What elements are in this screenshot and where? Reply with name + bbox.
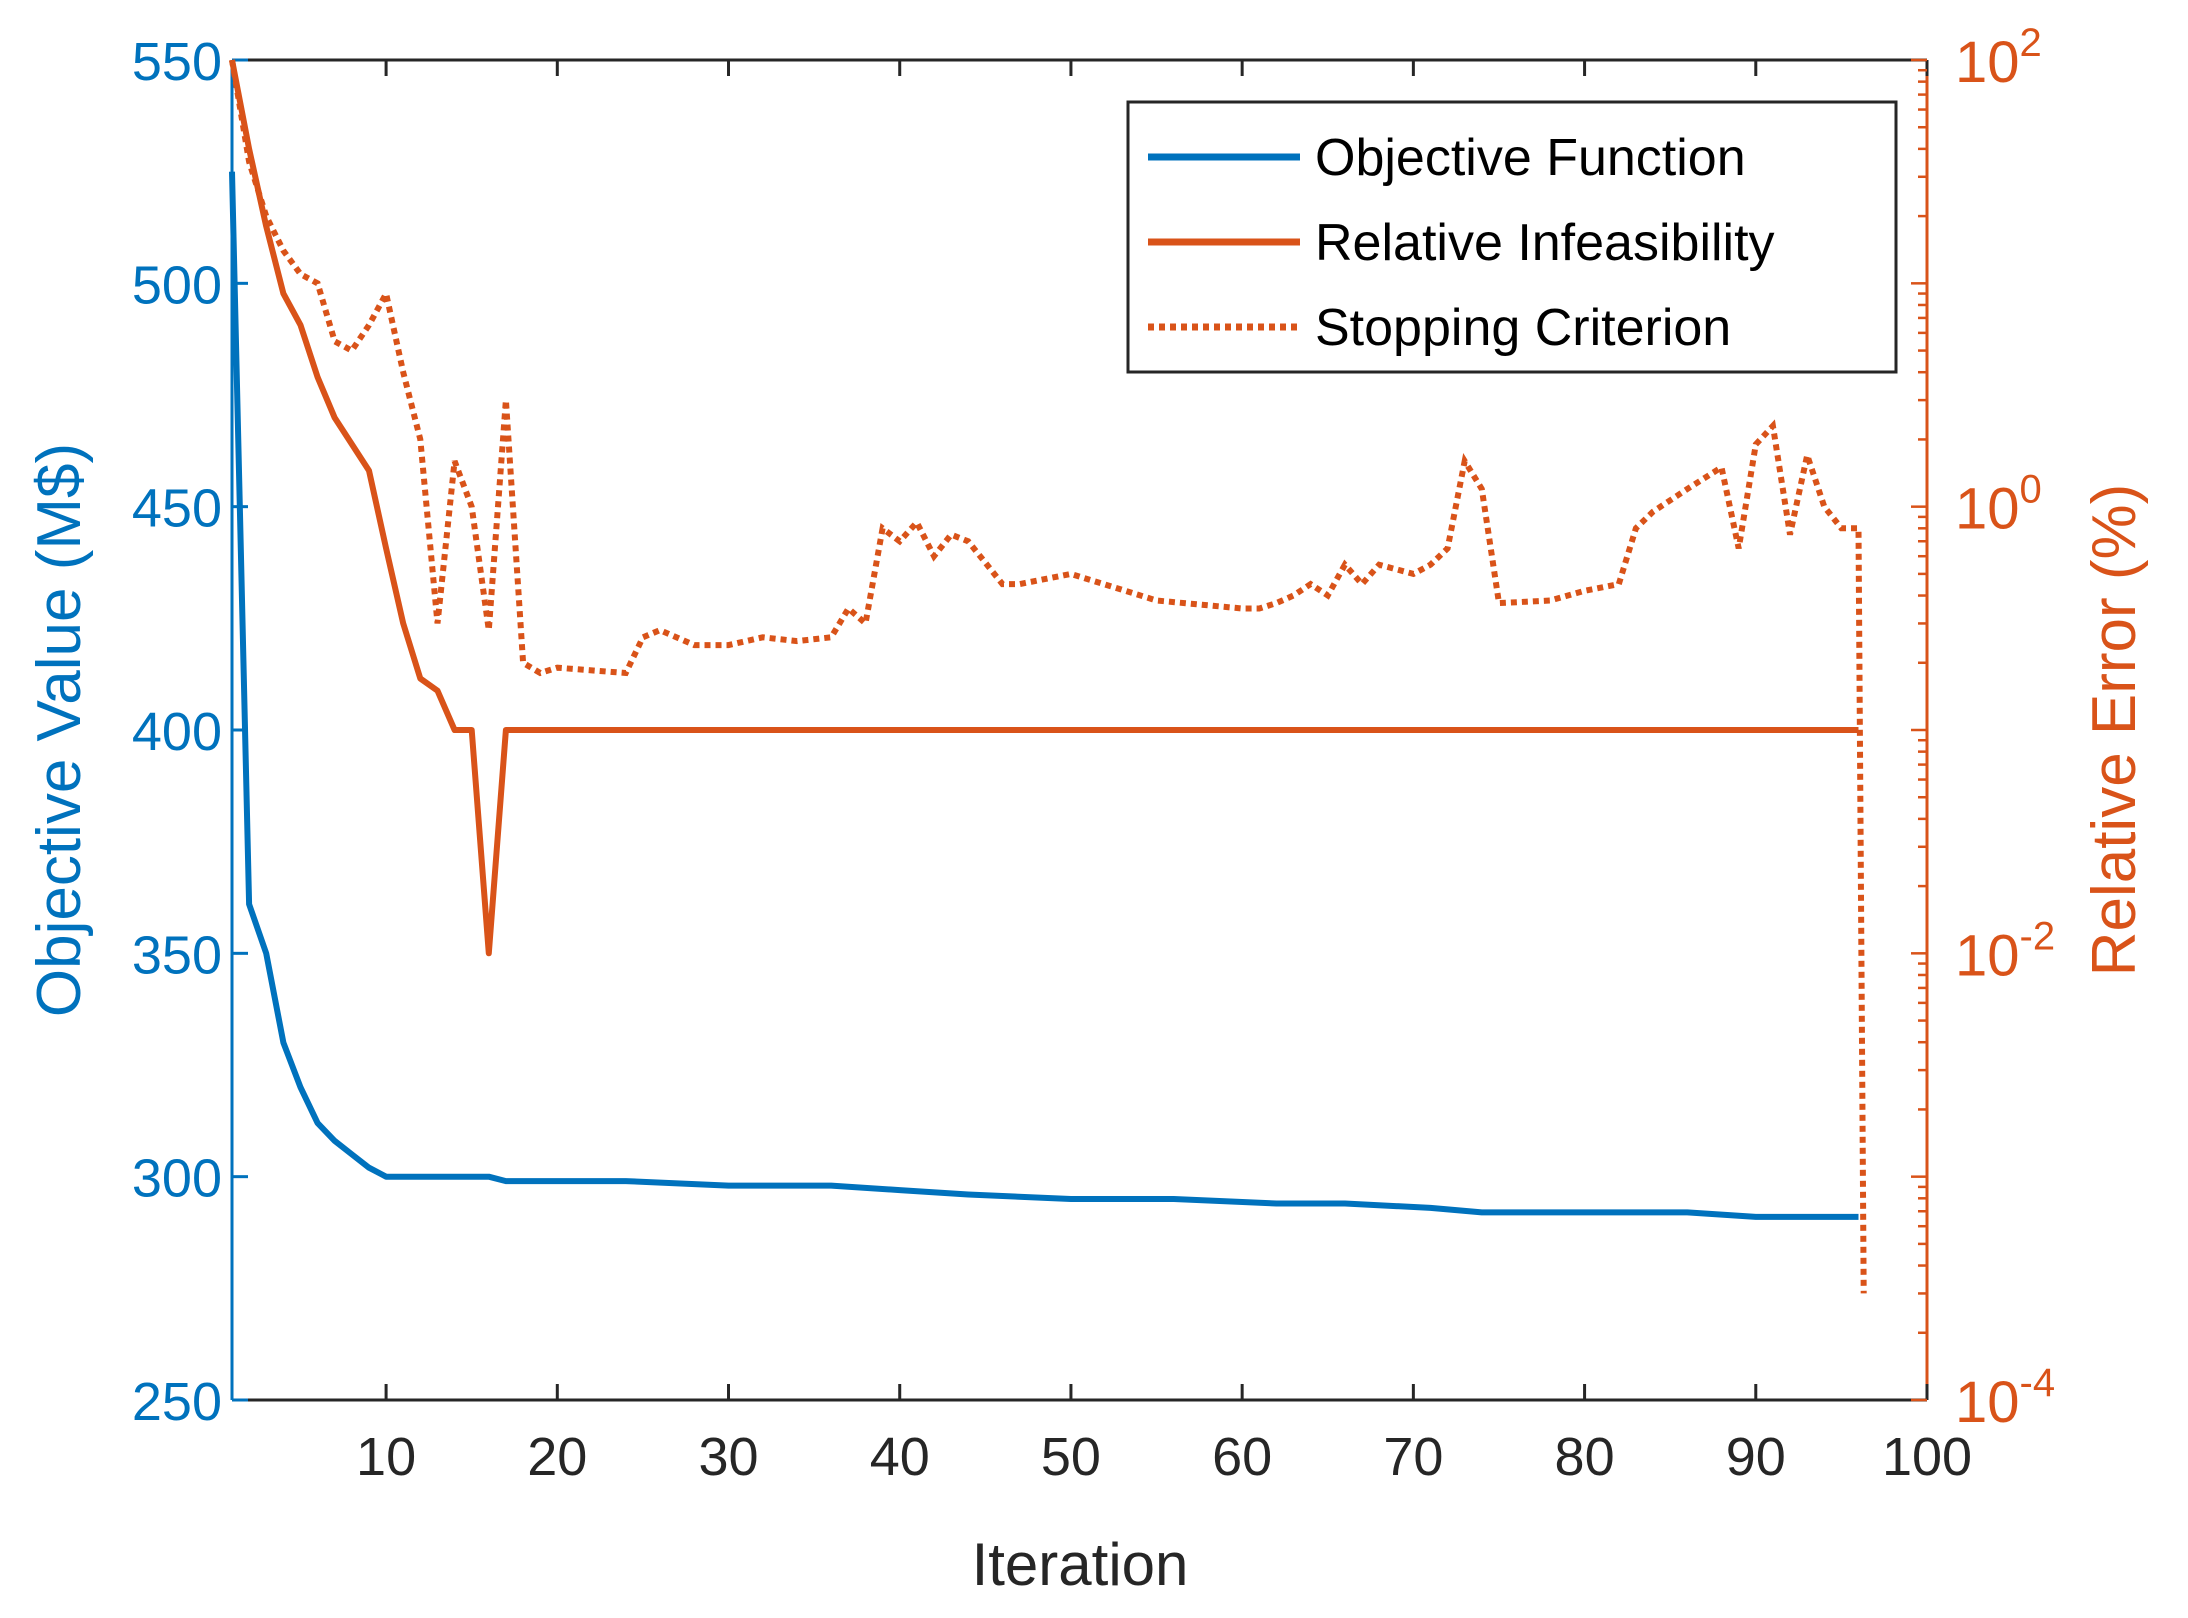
x-tick-label: 60 [1212,1427,1272,1487]
x-tick-label: 50 [1041,1427,1101,1487]
x-tick-label: 30 [698,1427,758,1487]
left-tick-label: 400 [132,702,222,762]
x-tick-label: 80 [1555,1427,1615,1487]
series-stopping-criterion [229,59,1867,1294]
x-tick-label: 70 [1383,1427,1443,1487]
left-tick-label: 550 [132,32,222,92]
x-tick-label: 10 [356,1427,416,1487]
legend-box [1126,100,1898,374]
left-tick-label: 250 [132,1372,222,1432]
x-tick-label: 100 [1882,1427,1972,1487]
series-objective-function [229,171,1859,1220]
right-tick-label: 102 [1955,21,2042,95]
left-tick-label: 350 [132,925,222,985]
legend-label-relative-infeasibility: Relative Infeasibility [1315,214,1775,272]
left-tick-label: 500 [132,255,222,315]
legend-label-stopping-criterion: Stopping Criterion [1315,299,1731,357]
series-layer [229,59,1867,1294]
left-tick-label: 300 [132,1149,222,1209]
legend: Objective Function Relative Infeasibilit… [1126,100,1898,374]
x-tick-label: 20 [527,1427,587,1487]
right-axis-label: Relative Error (%) [2080,484,2149,977]
right-tick-label: 10-4 [1955,1361,2055,1435]
right-tick-label: 10-2 [1955,914,2055,988]
x-tick-label: 40 [870,1427,930,1487]
ticks-layer: 10 20 30 40 50 60 70 80 90 100 250 300 350 400 450 500 5… [132,21,2055,1487]
right-tick-label: 100 [1955,468,2042,542]
legend-label-objective-function: Objective Function [1315,129,1746,187]
series-relative-infeasibility [229,59,1859,957]
x-axis-label: Iteration [972,1531,1189,1598]
x-tick-label: 90 [1726,1427,1786,1487]
left-tick-label: 450 [132,479,222,539]
left-axis-label: Objective Value (M$) [25,443,94,1017]
